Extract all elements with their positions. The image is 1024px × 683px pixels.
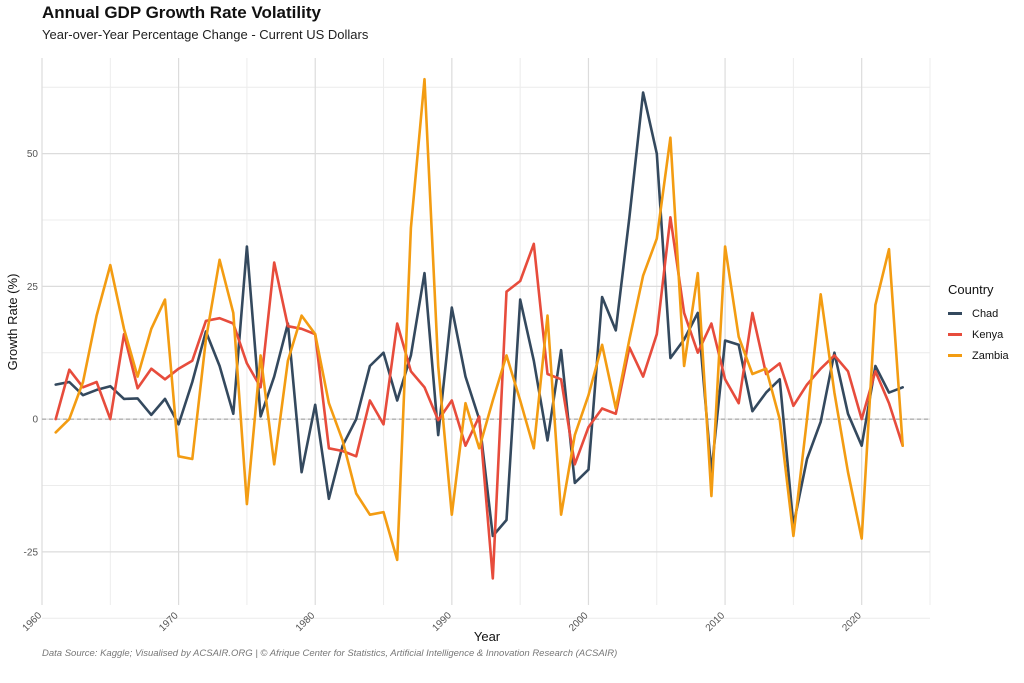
legend-label-chad: Chad [972,307,999,320]
series-line-zambia [54,77,905,562]
legend-title: Country [948,282,994,297]
chart-title: Annual GDP Growth Rate Volatility [42,3,321,22]
legend-label-kenya: Kenya [972,328,1004,341]
x-axis-ticks: 1960 1970 1980 1990 2000 2010 2020 [21,610,865,634]
legend-key-chad [948,312,962,315]
grid [41,58,931,619]
y-tick-label: 50 [27,149,39,160]
chart-subtitle: Year-over-Year Percentage Change - Curre… [42,27,369,42]
legend-key-zambia [948,354,962,357]
y-tick-label: 0 [32,415,38,426]
y-axis-label: Growth Rate (%) [5,274,20,371]
x-tick-label: 1990 [430,610,454,634]
x-tick-label: 1960 [21,610,45,634]
x-axis-label: Year [474,629,501,644]
y-tick-label: -25 [24,547,39,558]
y-tick-label: 25 [27,282,39,293]
legend-item-chad: Chad [948,303,1009,324]
y-axis-ticks: -25 0 25 50 [24,149,39,558]
series-lines [54,77,905,580]
x-tick-label: 2000 [567,610,591,634]
legend-item-kenya: Kenya [948,324,1009,345]
x-tick-label: 2020 [840,610,864,634]
data-source-caption: Data Source: Kaggle; Visualised by ACSAI… [42,648,618,659]
x-tick-label: 1970 [157,610,181,634]
legend-key-kenya [948,333,962,336]
legend-label-zambia: Zambia [972,349,1009,362]
x-tick-label: 1980 [294,610,318,634]
legend: Country Chad Kenya Zambia [948,282,1009,366]
series-line-chad [54,91,905,538]
x-tick-label: 2010 [704,610,728,634]
legend-item-zambia: Zambia [948,345,1009,366]
series-line-kenya [54,216,905,580]
